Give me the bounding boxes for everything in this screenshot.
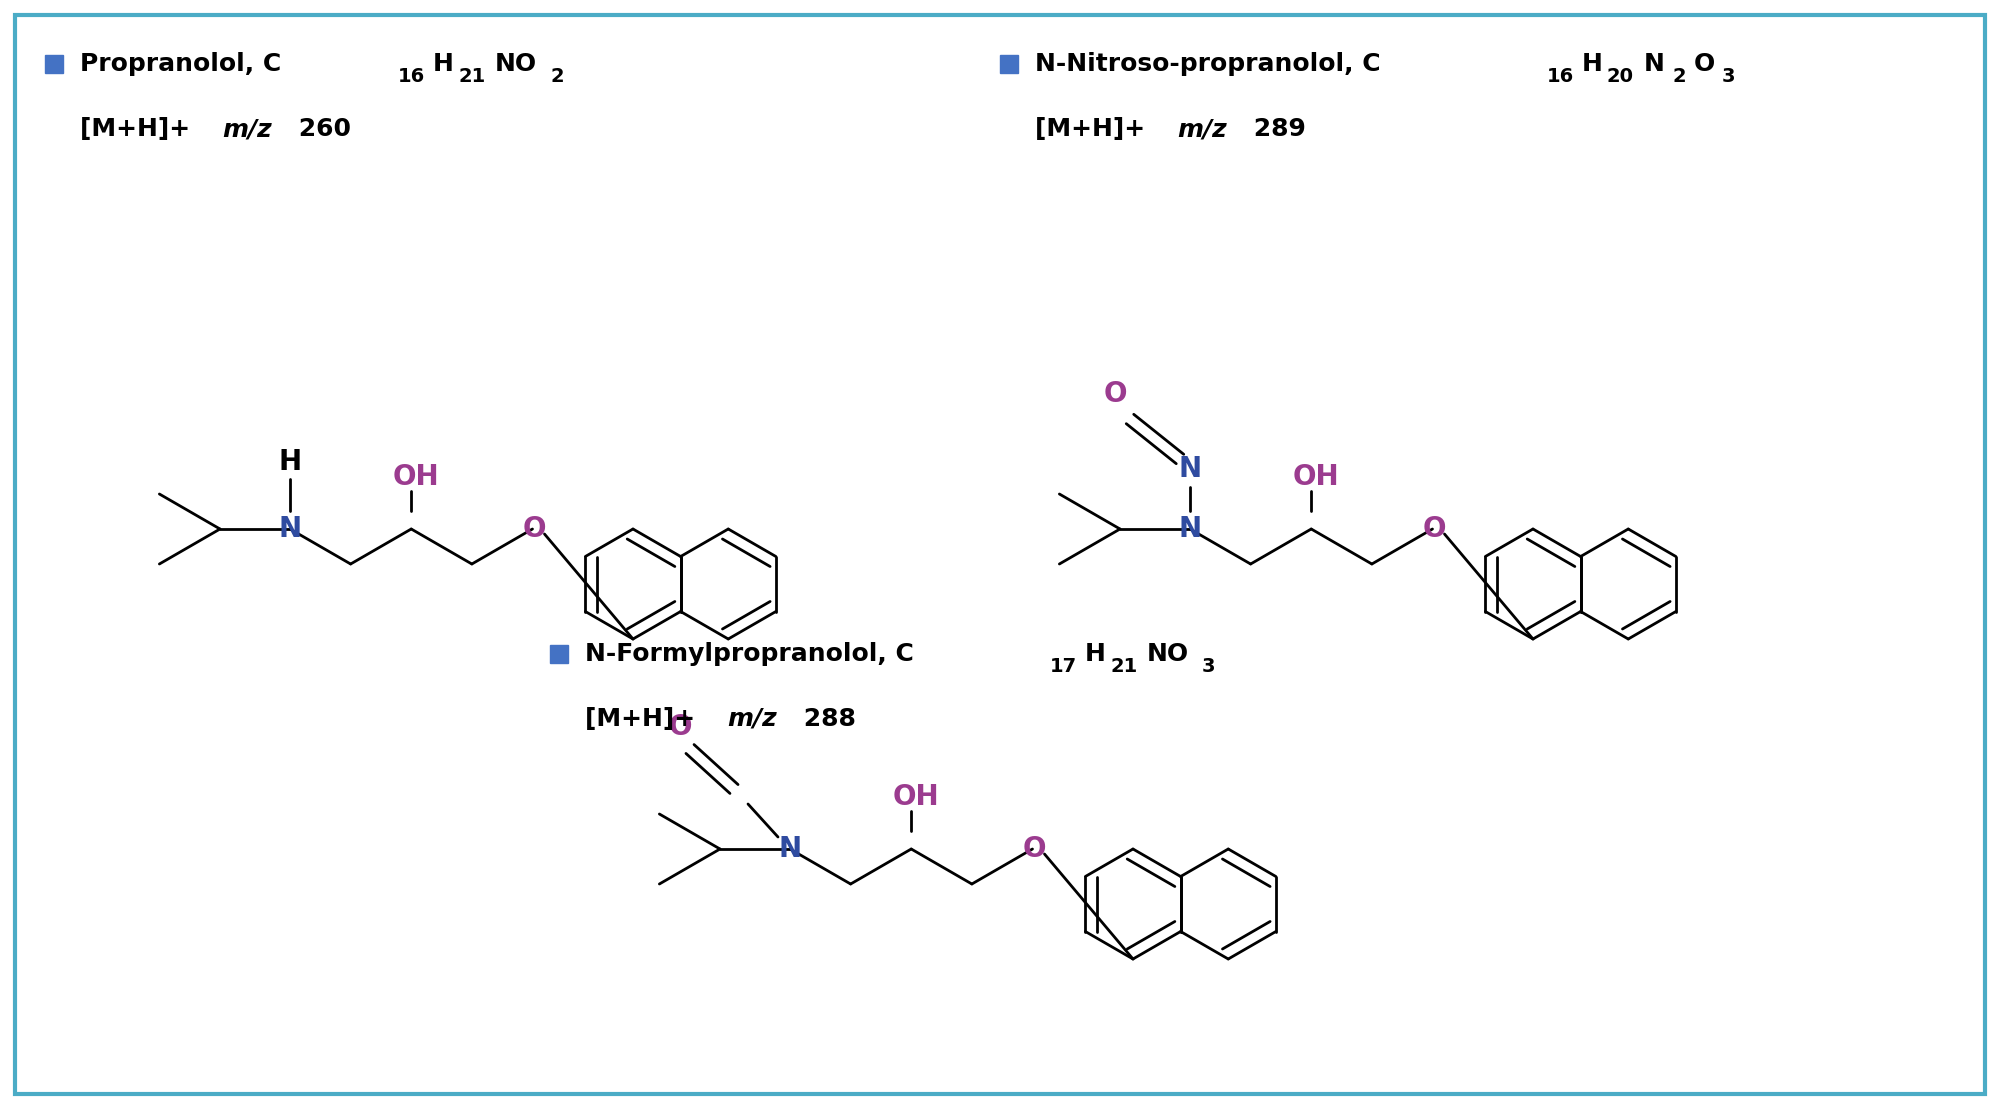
Text: N: N <box>278 515 302 543</box>
Text: 3: 3 <box>1202 657 1216 675</box>
Text: O: O <box>1422 515 1446 543</box>
Text: H: H <box>278 448 302 476</box>
Text: OH: OH <box>392 462 440 491</box>
Text: O: O <box>522 515 546 543</box>
Text: N-Formylpropranolol, C: N-Formylpropranolol, C <box>584 642 914 667</box>
Text: H: H <box>1084 642 1106 667</box>
Text: 260: 260 <box>290 118 352 141</box>
Text: N: N <box>1644 52 1664 77</box>
Text: N: N <box>1178 455 1202 484</box>
Text: H: H <box>432 52 454 77</box>
Text: 289: 289 <box>1244 118 1306 141</box>
Text: 21: 21 <box>458 67 486 85</box>
Text: 20: 20 <box>1608 67 1634 85</box>
Text: 21: 21 <box>1110 657 1138 675</box>
Text: 17: 17 <box>1050 657 1078 675</box>
Bar <box>1000 55 1018 73</box>
Text: O: O <box>1104 380 1126 408</box>
Text: 288: 288 <box>794 708 856 731</box>
Text: [M+H]+: [M+H]+ <box>80 118 196 141</box>
Text: 2: 2 <box>1672 67 1686 85</box>
Text: NO: NO <box>1148 642 1190 667</box>
Text: O: O <box>1694 52 1716 77</box>
Text: OH: OH <box>1292 462 1340 491</box>
Text: O: O <box>668 713 692 741</box>
Text: N-Nitroso-propranolol, C: N-Nitroso-propranolol, C <box>1036 52 1380 77</box>
Text: OH: OH <box>892 783 940 811</box>
Bar <box>550 645 568 663</box>
Text: [M+H]+: [M+H]+ <box>1036 118 1150 141</box>
Text: Propranolol, C: Propranolol, C <box>80 52 282 77</box>
Text: H: H <box>1582 52 1602 77</box>
Text: NO: NO <box>496 52 538 77</box>
Text: m/z: m/z <box>1176 118 1226 141</box>
Text: 3: 3 <box>1722 67 1736 85</box>
Text: N: N <box>778 835 802 863</box>
Bar <box>44 55 64 73</box>
Text: N: N <box>1178 515 1202 543</box>
Text: m/z: m/z <box>728 708 776 731</box>
Text: m/z: m/z <box>222 118 272 141</box>
Text: 16: 16 <box>1548 67 1574 85</box>
Text: [M+H]+: [M+H]+ <box>584 708 700 731</box>
Text: 2: 2 <box>550 67 564 85</box>
Text: 16: 16 <box>398 67 426 85</box>
Text: O: O <box>1022 835 1046 863</box>
